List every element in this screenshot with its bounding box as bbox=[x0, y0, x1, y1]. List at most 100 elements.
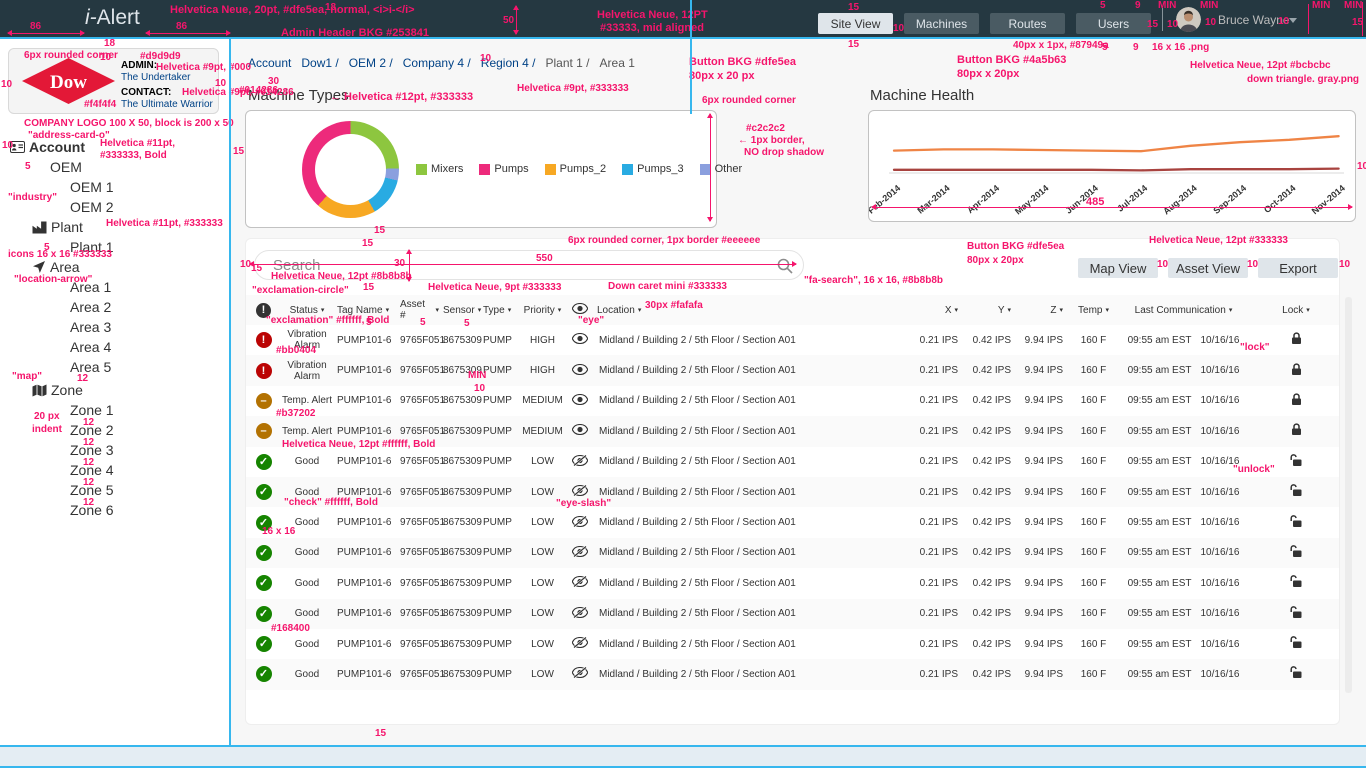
unlock-icon[interactable] bbox=[1290, 545, 1302, 561]
search-input[interactable] bbox=[273, 255, 763, 275]
unlock-icon[interactable] bbox=[1290, 515, 1302, 531]
lock-cell[interactable] bbox=[1251, 545, 1341, 561]
nav-button-routes[interactable]: Routes bbox=[990, 13, 1065, 34]
lock-cell[interactable] bbox=[1251, 666, 1341, 682]
map-view-button[interactable]: Map View bbox=[1078, 258, 1158, 278]
visibility-cell[interactable] bbox=[566, 455, 593, 469]
sidebar-item-area-1[interactable]: Area 1 bbox=[0, 277, 229, 297]
lock-cell[interactable] bbox=[1251, 484, 1341, 500]
lock-icon[interactable] bbox=[1291, 363, 1302, 379]
table-row[interactable]: –Temp. AlertPUMP101-69765F0518675309PUMP… bbox=[246, 386, 1339, 416]
table-row[interactable]: –Temp. AlertPUMP101-69765F0518675309PUMP… bbox=[246, 416, 1339, 446]
unlock-icon[interactable] bbox=[1290, 454, 1302, 470]
table-row[interactable]: ✓GoodPUMP101-69765F0518675309PUMPLOWMidl… bbox=[246, 538, 1339, 568]
lock-icon[interactable] bbox=[1291, 393, 1302, 409]
table-row[interactable]: ✓GoodPUMP101-69765F0518675309PUMPLOWMidl… bbox=[246, 568, 1339, 598]
eye-slash-icon[interactable] bbox=[572, 576, 588, 590]
lock-cell[interactable] bbox=[1251, 363, 1341, 379]
lock-icon[interactable] bbox=[1291, 423, 1302, 439]
column-header-last-communication[interactable]: Last Communication▾ bbox=[1116, 305, 1251, 316]
column-header-location[interactable]: Location▾ bbox=[593, 305, 901, 316]
column-header-tag-name[interactable]: Tag Name▾ bbox=[333, 305, 396, 316]
lock-cell[interactable] bbox=[1251, 332, 1341, 348]
admin-name-link[interactable]: The Undertaker bbox=[121, 72, 213, 84]
column-header-asset[interactable]: Asset #▾ bbox=[396, 299, 439, 321]
sidebar-item-area-4[interactable]: Area 4 bbox=[0, 337, 229, 357]
user-menu-caret-icon[interactable] bbox=[1289, 18, 1297, 27]
sidebar-item-area-3[interactable]: Area 3 bbox=[0, 317, 229, 337]
visibility-cell[interactable] bbox=[566, 364, 593, 378]
lock-cell[interactable] bbox=[1251, 454, 1341, 470]
sidebar-item-zone-3[interactable]: Zone 3 bbox=[0, 440, 229, 460]
asset-view-button[interactable]: Asset View bbox=[1168, 258, 1248, 278]
sidebar-item-area[interactable]: Area bbox=[0, 257, 229, 277]
visibility-cell[interactable] bbox=[566, 516, 593, 530]
lock-cell[interactable] bbox=[1251, 515, 1341, 531]
visibility-cell[interactable] bbox=[566, 485, 593, 499]
column-header-status[interactable]: Status▾ bbox=[281, 305, 333, 316]
lock-cell[interactable] bbox=[1251, 606, 1341, 622]
visibility-cell[interactable] bbox=[566, 394, 593, 408]
eye-slash-icon[interactable] bbox=[572, 637, 588, 651]
search-button[interactable] bbox=[777, 258, 793, 274]
sidebar-item-account[interactable]: Account bbox=[0, 137, 229, 157]
lock-cell[interactable] bbox=[1251, 636, 1341, 652]
sidebar-item-oem[interactable]: OEM bbox=[0, 157, 229, 177]
unlock-icon[interactable] bbox=[1290, 484, 1302, 500]
unlock-icon[interactable] bbox=[1290, 636, 1302, 652]
column-header-priority[interactable]: Priority▾ bbox=[519, 305, 566, 316]
visibility-cell[interactable] bbox=[566, 546, 593, 560]
eye-icon[interactable] bbox=[572, 394, 588, 408]
visibility-cell[interactable] bbox=[566, 607, 593, 621]
contact-name-link[interactable]: The Ultimate Warrior bbox=[121, 99, 213, 111]
eye-slash-icon[interactable] bbox=[572, 485, 588, 499]
table-row[interactable]: ✓GoodPUMP101-69765F0518675309PUMPLOWMidl… bbox=[246, 629, 1339, 659]
sidebar-item-area-5[interactable]: Area 5 bbox=[0, 357, 229, 377]
export-button[interactable]: Export bbox=[1258, 258, 1338, 278]
table-row[interactable]: ✓GoodPUMP101-69765F0518675309PUMPLOWMidl… bbox=[246, 659, 1339, 689]
sidebar-item-zone-1[interactable]: Zone 1 bbox=[0, 400, 229, 420]
eye-icon[interactable] bbox=[572, 333, 588, 347]
column-header-sensor[interactable]: Sensor▾ bbox=[439, 305, 479, 316]
visibility-cell[interactable] bbox=[566, 333, 593, 347]
visibility-cell[interactable] bbox=[566, 667, 593, 681]
lock-icon[interactable] bbox=[1291, 332, 1302, 348]
eye-slash-icon[interactable] bbox=[572, 516, 588, 530]
eye-slash-icon[interactable] bbox=[572, 546, 588, 560]
visibility-cell[interactable] bbox=[566, 576, 593, 590]
column-header-z[interactable]: Z▾ bbox=[1019, 305, 1071, 316]
sidebar-item-area-2[interactable]: Area 2 bbox=[0, 297, 229, 317]
table-row[interactable]: ✓GoodPUMP101-69765F0518675309PUMPLOWMidl… bbox=[246, 477, 1339, 507]
table-row[interactable]: ✓GoodPUMP101-69765F0518675309PUMPLOWMidl… bbox=[246, 507, 1339, 537]
sidebar-item-oem-1[interactable]: OEM 1 bbox=[0, 177, 229, 197]
user-avatar[interactable] bbox=[1176, 7, 1201, 32]
breadcrumb-item-oem-2[interactable]: OEM 2 / bbox=[349, 56, 393, 70]
column-header-temp[interactable]: Temp▾ bbox=[1071, 305, 1116, 316]
lock-cell[interactable] bbox=[1251, 393, 1341, 409]
sidebar-item-zone-5[interactable]: Zone 5 bbox=[0, 480, 229, 500]
visibility-cell[interactable] bbox=[566, 424, 593, 438]
nav-button-users[interactable]: Users bbox=[1076, 13, 1151, 34]
visibility-cell[interactable] bbox=[566, 637, 593, 651]
column-header-y[interactable]: Y▾ bbox=[966, 305, 1019, 316]
unlock-icon[interactable] bbox=[1290, 666, 1302, 682]
eye-icon[interactable] bbox=[572, 364, 588, 378]
column-header-type[interactable]: Type▾ bbox=[479, 305, 519, 316]
breadcrumb-item-region-4[interactable]: Region 4 / bbox=[481, 56, 536, 70]
table-row[interactable]: !Vibration AlarmPUMP101-69765F0518675309… bbox=[246, 325, 1339, 355]
breadcrumb-item-dow1[interactable]: Dow1 / bbox=[301, 56, 338, 70]
eye-slash-icon[interactable] bbox=[572, 607, 588, 621]
unlock-icon[interactable] bbox=[1290, 606, 1302, 622]
column-header-lock[interactable]: Lock▾ bbox=[1251, 305, 1341, 316]
nav-button-site-view[interactable]: Site View bbox=[818, 13, 893, 34]
table-row[interactable]: !Vibration AlarmPUMP101-69765F0518675309… bbox=[246, 355, 1339, 385]
sidebar-item-zone[interactable]: Zone bbox=[0, 380, 229, 400]
sidebar-item-zone-6[interactable]: Zone 6 bbox=[0, 500, 229, 520]
eye-slash-icon[interactable] bbox=[572, 667, 588, 681]
sidebar-item-plant-1[interactable]: Plant 1 bbox=[0, 237, 229, 257]
sidebar-item-plant[interactable]: Plant bbox=[0, 217, 229, 237]
sidebar-item-zone-2[interactable]: Zone 2 bbox=[0, 420, 229, 440]
column-header-x[interactable]: X▾ bbox=[901, 305, 966, 316]
unlock-icon[interactable] bbox=[1290, 575, 1302, 591]
eye-icon[interactable] bbox=[572, 424, 588, 438]
